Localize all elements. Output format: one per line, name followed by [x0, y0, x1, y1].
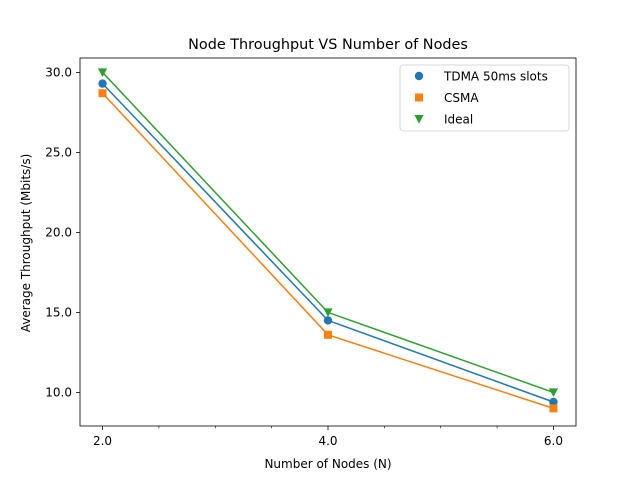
y-tick-label: 20.0	[45, 226, 72, 240]
chart-title: Node Throughput VS Number of Nodes	[188, 37, 468, 53]
x-axis-label: Number of Nodes (N)	[264, 457, 391, 471]
legend-box	[399, 64, 570, 132]
y-tick-label: 25.0	[45, 146, 72, 160]
y-tick-label: 10.0	[45, 386, 72, 400]
y-tick-label: 15.0	[45, 306, 72, 320]
legend-marker-1	[415, 93, 423, 102]
data-point-2-1	[323, 308, 333, 317]
legend-marker-2	[414, 115, 424, 124]
data-point-0-1	[323, 316, 333, 325]
plot-area: 2.0 4.0 6.0 10.0 15.0 20.0 25.0 30.0	[45, 57, 577, 448]
y-axis-label: Average Throughput (Mbits/s)	[19, 154, 33, 333]
data-point-1-0	[98, 89, 107, 98]
y-tick-label: 30.0	[45, 66, 72, 80]
data-point-1-1	[324, 330, 332, 339]
legend-label-2: Ideal	[444, 113, 473, 127]
legend: TDMA 50ms slots CSMA Ideal	[399, 64, 570, 132]
x-tick-label: 2.0	[93, 434, 112, 448]
data-point-0-2	[549, 397, 558, 407]
data-point-2-2	[548, 388, 559, 397]
legend-label-0: TDMA 50ms slots	[443, 70, 548, 84]
legend-marker-0	[414, 71, 424, 81]
x-tick-label: 4.0	[318, 434, 337, 448]
data-point-1-2	[549, 404, 558, 413]
data-point-2-0	[97, 68, 108, 77]
data-point-0-0	[98, 79, 107, 88]
legend-label-1: CSMA	[444, 91, 479, 105]
x-tick-label: 6.0	[544, 434, 563, 448]
